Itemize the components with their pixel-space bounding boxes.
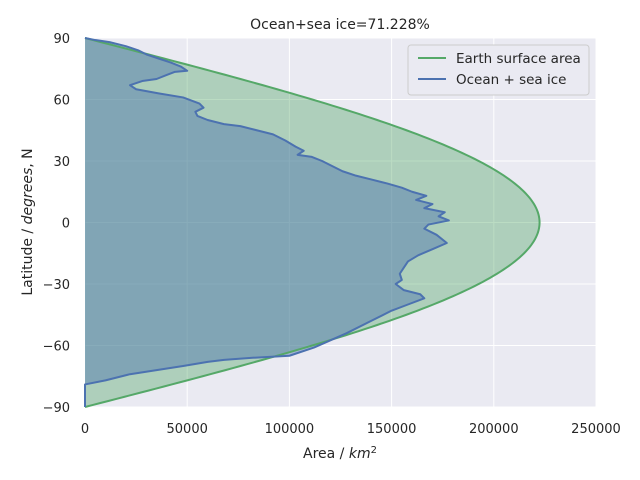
x-axis-label: Area / km2 — [303, 445, 377, 463]
y-tick-label-5: 60 — [53, 94, 70, 109]
y-tick-label-6: 90 — [53, 32, 70, 47]
chart-title: Ocean+sea ice=71.228% — [250, 17, 430, 33]
x-tick-label-4: 200000 — [469, 422, 519, 437]
x-tick-label-0: 0 — [81, 422, 89, 437]
grid-lines — [84, 37, 597, 408]
legend-box — [407, 44, 590, 96]
earth-line — [84, 37, 541, 408]
x-tick-label-5: 250000 — [571, 422, 621, 437]
earth-fill — [85, 38, 540, 407]
y-tick-label-0: −90 — [43, 401, 70, 416]
x-tick-label-1: 50000 — [167, 422, 208, 437]
ocean-line — [84, 37, 450, 407]
x-tick-label-3: 150000 — [367, 422, 417, 437]
series-lines — [84, 37, 541, 408]
ocean-fill — [85, 38, 449, 407]
series-fills — [85, 38, 540, 407]
x-tick-labels: 0 50000 100000 150000 200000 250000 — [81, 422, 621, 437]
y-tick-labels: −90 −60 −30 0 30 60 90 — [43, 32, 70, 416]
y-tick-label-1: −60 — [43, 340, 70, 355]
x-tick-label-2: 100000 — [265, 422, 315, 437]
y-tick-label-4: 30 — [53, 155, 70, 170]
y-tick-label-3: 0 — [62, 217, 70, 232]
legend: Earth surface area Ocean + sea ice — [407, 44, 590, 96]
legend-label-earth: Earth surface area — [456, 51, 581, 67]
y-axis-label: Latitude / degrees, N — [20, 148, 36, 295]
legend-label-ocean: Ocean + sea ice — [456, 72, 566, 88]
y-tick-label-2: −30 — [43, 278, 70, 293]
